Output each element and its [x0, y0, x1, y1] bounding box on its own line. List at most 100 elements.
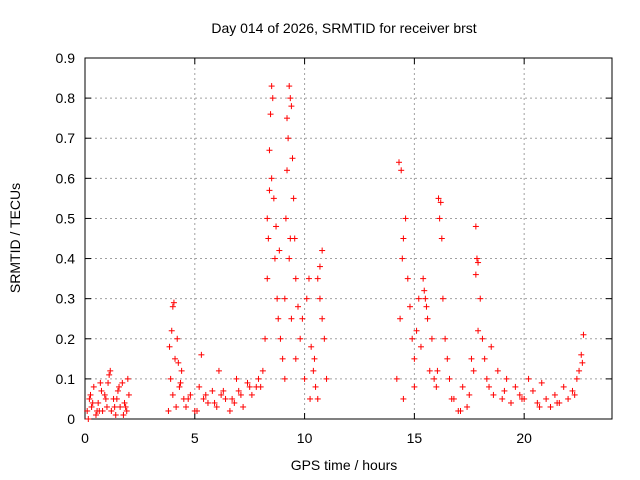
data-point — [246, 383, 253, 390]
data-point — [119, 379, 126, 386]
data-point — [183, 403, 190, 410]
data-point — [431, 375, 438, 382]
data-point — [169, 303, 176, 310]
data-point — [547, 403, 554, 410]
y-tick-label: 0.3 — [56, 291, 76, 307]
data-point — [265, 235, 272, 242]
data-point — [303, 295, 310, 302]
data-point — [87, 391, 94, 398]
data-point — [406, 303, 413, 310]
data-point — [560, 383, 567, 390]
data-point — [196, 383, 203, 390]
data-point — [125, 391, 132, 398]
data-point — [434, 367, 441, 374]
data-point — [569, 387, 576, 394]
data-point — [494, 367, 501, 374]
data-point — [267, 111, 274, 118]
data-point — [244, 379, 251, 386]
data-point — [231, 399, 238, 406]
data-point — [413, 327, 420, 334]
data-point — [423, 303, 430, 310]
data-point — [255, 375, 262, 382]
data-point — [400, 395, 407, 402]
data-point — [123, 407, 130, 414]
data-point — [266, 187, 273, 194]
data-point — [229, 395, 236, 402]
data-point — [262, 335, 269, 342]
data-point — [288, 103, 295, 110]
data-point — [580, 331, 587, 338]
data-point — [316, 295, 323, 302]
data-point — [286, 255, 293, 262]
data-point — [167, 375, 174, 382]
data-point — [169, 391, 176, 398]
data-point — [409, 335, 416, 342]
data-point — [436, 215, 443, 222]
data-point — [112, 411, 119, 418]
data-point — [226, 407, 233, 414]
grid-lines — [85, 58, 612, 419]
data-point — [481, 355, 488, 362]
data-point — [240, 403, 247, 410]
data-point — [168, 327, 175, 334]
data-point — [319, 315, 326, 322]
data-point — [479, 335, 486, 342]
data-point — [473, 255, 480, 262]
data-point — [466, 391, 473, 398]
x-tick-label: 10 — [297, 430, 313, 446]
data-point — [397, 315, 404, 322]
data-point — [277, 335, 284, 342]
chart-title: Day 014 of 2026, SRMTID for receiver brs… — [211, 20, 476, 36]
data-point — [211, 399, 218, 406]
data-point — [307, 395, 314, 402]
data-point — [202, 391, 209, 398]
data-point — [84, 407, 91, 414]
data-point — [411, 383, 418, 390]
data-point — [116, 383, 123, 390]
y-tick-label: 0.9 — [56, 50, 76, 66]
data-point — [193, 407, 200, 414]
data-point — [457, 407, 464, 414]
data-point — [578, 351, 585, 358]
data-point — [312, 383, 319, 390]
data-point — [233, 375, 240, 382]
data-point — [281, 375, 288, 382]
data-point — [314, 395, 321, 402]
data-point — [198, 351, 205, 358]
data-point — [218, 391, 225, 398]
data-point — [264, 275, 271, 282]
data-point — [518, 395, 525, 402]
data-point — [516, 391, 523, 398]
data-point — [543, 395, 550, 402]
data-point — [464, 403, 471, 410]
data-point — [442, 335, 449, 342]
data-point — [111, 403, 118, 410]
y-tick-label: 0.2 — [56, 331, 76, 347]
data-point — [165, 407, 172, 414]
data-point — [435, 195, 442, 202]
data-point — [396, 159, 403, 166]
data-point — [187, 391, 194, 398]
data-point — [472, 271, 479, 278]
data-point — [292, 275, 299, 282]
data-point — [285, 135, 292, 142]
data-point — [284, 115, 291, 122]
data-point — [314, 275, 321, 282]
data-point — [308, 343, 315, 350]
data-point — [281, 295, 288, 302]
data-point — [499, 395, 506, 402]
data-point — [209, 387, 216, 394]
data-point — [525, 375, 532, 382]
data-point — [275, 315, 282, 322]
data-point — [503, 375, 510, 382]
data-point — [415, 295, 422, 302]
data-point — [501, 387, 508, 394]
data-point — [446, 375, 453, 382]
data-point — [512, 383, 519, 390]
data-point — [122, 403, 129, 410]
data-point — [102, 395, 109, 402]
data-point — [114, 387, 121, 394]
data-point — [483, 375, 490, 382]
data-point — [101, 391, 108, 398]
plot-frame — [84, 57, 613, 420]
